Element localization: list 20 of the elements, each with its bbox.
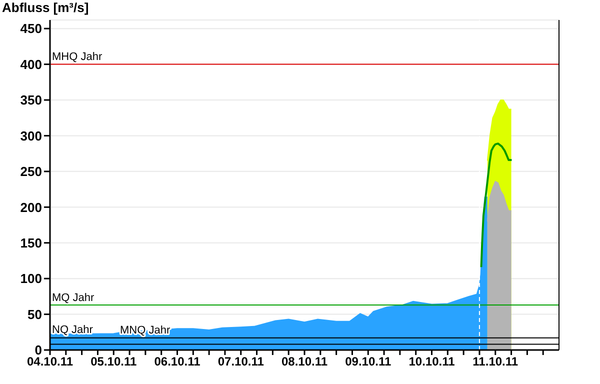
y-tick-label: 100: [20, 271, 42, 286]
ref-line-label: MQ Jahr: [52, 292, 95, 304]
y-tick-label: 200: [20, 200, 42, 215]
x-tick-label: 10.10.11: [408, 354, 456, 369]
y-tick-label: 50: [28, 306, 42, 322]
ref-line-label: MHQ Jahr: [52, 51, 102, 64]
x-tick-label: 08.10.11: [281, 354, 328, 369]
x-tick-label: 06.10.11: [154, 354, 201, 369]
y-tick-label: 450: [20, 21, 42, 36]
x-tick-label: 11.10.11: [472, 354, 518, 369]
y-tick-label: 350: [20, 92, 42, 108]
y-tick-label: 250: [20, 164, 42, 180]
y-tick-label: 300: [20, 128, 42, 144]
x-tick-label: 09.10.11: [345, 354, 392, 369]
ref-line-label: NQ Jahr: [52, 324, 94, 336]
y-axis-title: Abfluss [m³/s]: [2, 0, 89, 15]
x-tick-label: 05.10.11: [90, 354, 137, 369]
x-tick-label: 07.10.11: [218, 354, 264, 369]
y-tick-label: 150: [20, 235, 42, 250]
y-tick-label: 400: [20, 56, 42, 72]
